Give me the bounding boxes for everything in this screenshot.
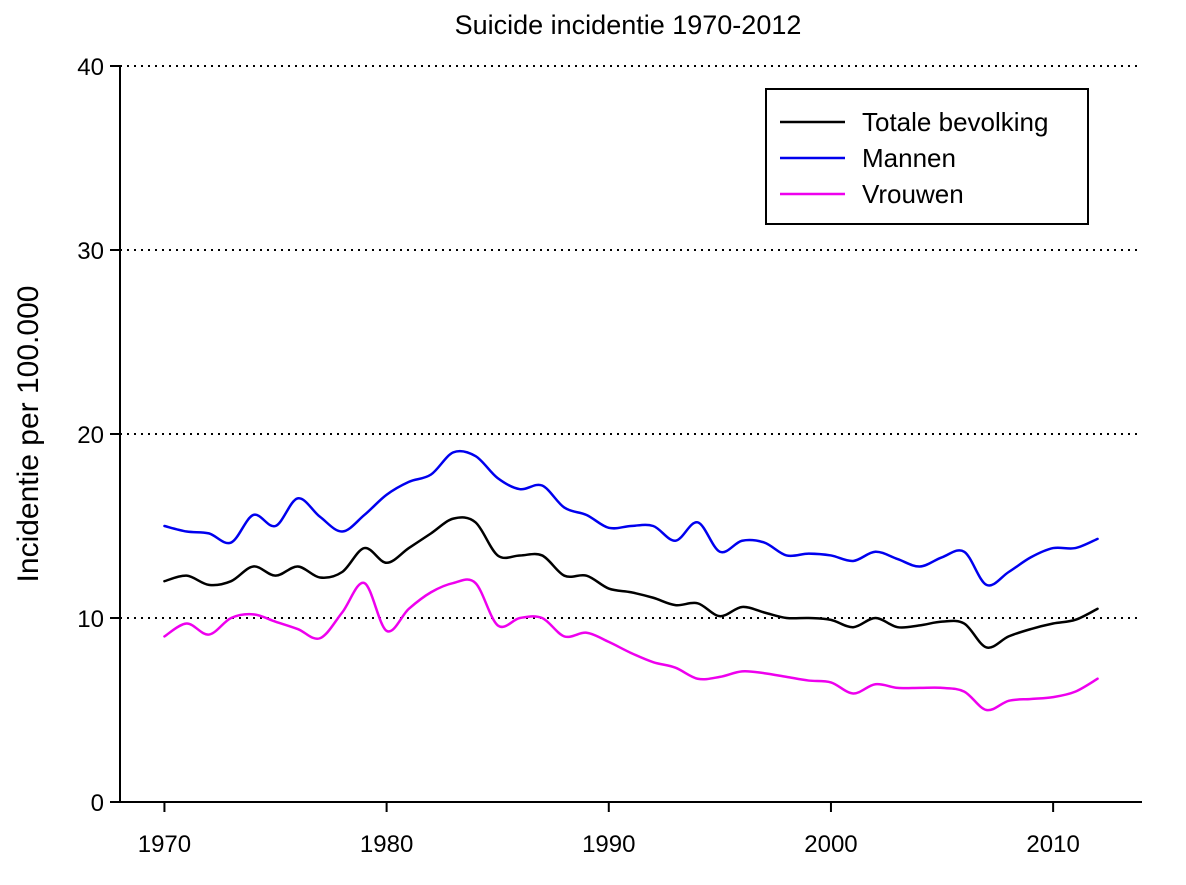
y-tick-label-20: 20 xyxy=(77,422,104,449)
y-tick-label-10: 10 xyxy=(77,606,104,633)
legend-label-totale-bevolking: Totale bevolking xyxy=(862,107,1048,137)
x-tick-label-2000: 2000 xyxy=(804,831,857,858)
legend-box xyxy=(765,88,1089,225)
gridlines xyxy=(120,65,1142,619)
x-axis-ticks: 1970 1980 1990 2000 2010 xyxy=(138,802,1080,858)
x-tick-label-2010: 2010 xyxy=(1026,831,1079,858)
y-tick-label-0: 0 xyxy=(91,790,104,817)
chart-title: Suicide incidentie 1970-2012 xyxy=(455,10,802,40)
y-axis-ticks: 0 10 20 30 40 xyxy=(77,54,120,817)
y-tick-label-30: 30 xyxy=(77,238,104,265)
x-tick-label-1990: 1990 xyxy=(582,831,635,858)
series-line-totale-bevolking xyxy=(163,516,1099,649)
legend: Totale bevolking Mannen Vrouwen xyxy=(765,88,1089,225)
series-line-vrouwen xyxy=(163,578,1099,712)
y-tick-label-40: 40 xyxy=(77,54,104,81)
x-tick-label-1970: 1970 xyxy=(138,831,191,858)
legend-label-mannen: Mannen xyxy=(862,143,956,173)
y-axis-label: Incidentie per 100.000 xyxy=(12,286,45,583)
x-tick-label-1980: 1980 xyxy=(360,831,413,858)
series-line-mannen xyxy=(163,449,1099,587)
legend-label-vrouwen: Vrouwen xyxy=(862,179,964,209)
series-lines xyxy=(163,449,1099,712)
